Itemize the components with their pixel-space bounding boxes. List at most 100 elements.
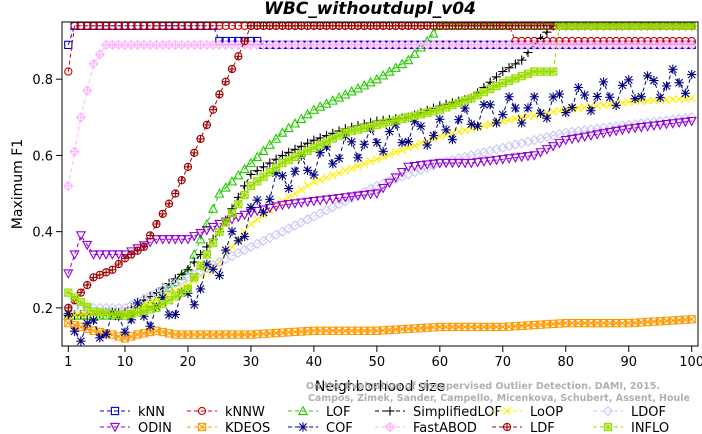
data-point-cof (334, 153, 344, 163)
data-point-odin (680, 117, 691, 128)
data-point-fastabod (94, 49, 105, 60)
data-point-loop (549, 107, 558, 116)
data-point-odin (541, 145, 552, 155)
data-point-ldof (686, 112, 697, 123)
data-point-inflo (687, 22, 696, 30)
data-point-fastabod (686, 39, 697, 51)
data-point-cof (384, 126, 395, 137)
data-point-odin (466, 158, 477, 169)
data-point-cof (359, 139, 369, 149)
data-point-cof (554, 89, 565, 99)
data-point-odin (529, 151, 540, 161)
legend-marker (385, 406, 395, 416)
data-point-odin (113, 250, 124, 260)
credit-line-2: On the Evaluation of Unsupervised Outlie… (306, 381, 660, 392)
data-point-ldof (491, 144, 502, 155)
data-point-odin (548, 142, 559, 152)
data-point-odin (585, 131, 597, 141)
data-point-cof (630, 94, 640, 104)
data-point-odin (340, 193, 351, 203)
data-point-ldf (177, 176, 186, 185)
data-point-inflo (202, 250, 211, 259)
data-point-cof (69, 326, 80, 336)
y-tick-label: 0.2 (32, 302, 53, 317)
data-point-ldf (64, 303, 73, 313)
data-point-loop (297, 185, 306, 194)
data-point-cof (378, 146, 388, 156)
data-point-ldf (234, 52, 243, 61)
data-point-cof (517, 118, 527, 128)
data-point-cof (309, 170, 319, 180)
data-point-odin (208, 222, 219, 233)
data-point-lof (226, 175, 238, 186)
data-point-cof (290, 166, 300, 176)
data-point-loop (322, 173, 331, 182)
data-point-odin (289, 199, 301, 209)
data-point-cof (227, 226, 237, 236)
data-point-cof (403, 137, 413, 147)
data-point-cof (214, 270, 225, 281)
data-point-odin (69, 250, 80, 260)
data-point-simplifiedlof (258, 162, 269, 172)
data-point-loop (70, 311, 79, 320)
data-point-cof (221, 245, 231, 255)
series-line-ldf (67, 25, 692, 309)
data-point-simplifiedlof (277, 150, 287, 161)
data-point-odin (642, 122, 653, 132)
data-point-odin (321, 195, 332, 205)
data-point-odin (359, 190, 370, 201)
chart-title: WBC_withoutdupl_v04 (264, 0, 476, 19)
data-point-odin (239, 210, 250, 221)
data-point-cof (523, 103, 533, 113)
data-point-odin (447, 158, 458, 169)
data-point-odin (346, 192, 357, 202)
data-point-odin (270, 202, 282, 212)
data-point-cof (567, 103, 577, 113)
x-tick-label: 1 (64, 355, 72, 370)
data-point-odin (617, 125, 628, 136)
series-line-lof (68, 25, 692, 316)
data-point-cof (636, 92, 646, 102)
data-point-lof (208, 203, 219, 213)
data-point-odin (170, 235, 181, 245)
data-point-odin (623, 124, 634, 135)
data-point-loop (385, 150, 394, 159)
legend-item-inflo: INFLO (593, 421, 669, 434)
data-point-loop (668, 95, 677, 104)
data-point-ldof (547, 130, 559, 141)
data-point-inflo (208, 238, 218, 248)
data-point-odin (522, 152, 534, 162)
data-point-ldf (114, 259, 123, 269)
data-point-odin (138, 241, 149, 251)
data-point-ldof (541, 131, 553, 143)
data-point-ldof (478, 147, 490, 158)
data-point-loop (353, 162, 362, 171)
legend-marker (109, 422, 121, 433)
legend-marker (110, 406, 120, 416)
legend-label: LDF (530, 421, 555, 434)
series-line-inflo (67, 25, 692, 317)
data-point-odin (352, 191, 364, 202)
data-point-simplifiedlof (284, 147, 294, 157)
data-point-odin (403, 162, 414, 173)
data-point-odin (151, 235, 162, 245)
x-axis-label: Neighborhood size (315, 379, 445, 395)
data-point-cof (353, 153, 363, 163)
data-point-cof (447, 135, 458, 145)
data-point-odin (283, 200, 294, 210)
data-point-lof (289, 118, 301, 128)
data-point-kdeos (687, 315, 696, 324)
legend-label: ODIN (138, 421, 172, 434)
series-odin (63, 116, 697, 279)
data-point-lof (239, 163, 250, 174)
data-point-loop (505, 115, 514, 124)
data-point-ldf (120, 254, 130, 263)
data-point-lof (252, 151, 263, 162)
data-point-cof (655, 93, 665, 103)
data-point-odin (440, 158, 452, 169)
data-point-cof (265, 194, 275, 204)
data-point-odin (428, 159, 439, 170)
data-point-ldf (196, 134, 205, 144)
x-tick-label: 100 (679, 355, 702, 370)
